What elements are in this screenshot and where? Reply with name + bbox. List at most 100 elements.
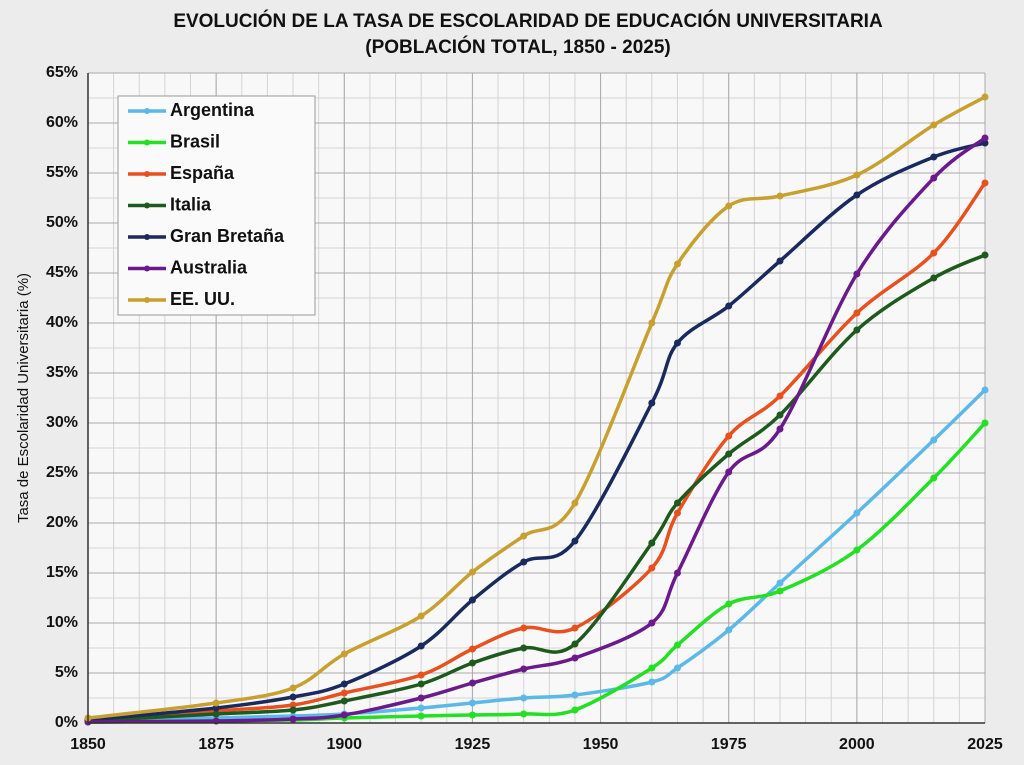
point — [930, 436, 938, 444]
point — [673, 499, 681, 507]
x-tick-label: 1875 — [198, 736, 234, 753]
point — [776, 579, 784, 587]
point — [340, 650, 348, 658]
point — [930, 174, 938, 182]
point — [212, 699, 220, 707]
point — [648, 678, 656, 686]
legend-label: Gran Bretaña — [170, 226, 285, 246]
point — [776, 587, 784, 595]
point — [212, 704, 220, 712]
point — [673, 260, 681, 268]
legend-label: Australia — [170, 257, 248, 277]
x-tick-label: 1950 — [583, 736, 619, 753]
y-tick-label: 25% — [46, 464, 78, 481]
point — [776, 392, 784, 400]
point — [417, 680, 425, 688]
point — [930, 153, 938, 161]
point — [289, 715, 297, 723]
y-tick-label: 0% — [55, 714, 78, 731]
point — [673, 339, 681, 347]
point — [853, 309, 861, 317]
legend-marker — [144, 297, 150, 303]
y-tick-label: 35% — [46, 364, 78, 381]
point — [981, 179, 989, 187]
y-tick-label: 50% — [46, 214, 78, 231]
point — [468, 596, 476, 604]
point — [673, 641, 681, 649]
x-tick-label: 1900 — [326, 736, 362, 753]
point — [571, 691, 579, 699]
point — [648, 564, 656, 572]
point — [673, 509, 681, 517]
legend-marker — [144, 265, 150, 272]
point — [571, 640, 579, 648]
point — [776, 192, 784, 200]
point — [776, 411, 784, 419]
y-tick-label: 20% — [46, 514, 78, 531]
point — [930, 274, 938, 282]
point — [930, 121, 938, 129]
point — [776, 425, 784, 433]
point — [981, 386, 989, 394]
point — [417, 612, 425, 620]
series-line — [87, 181, 987, 722]
point — [289, 706, 297, 714]
point — [520, 558, 528, 566]
point — [648, 539, 656, 547]
point — [212, 710, 220, 718]
point — [340, 697, 348, 705]
point — [673, 569, 681, 577]
y-axis-label: Tasa de Escolaridad Universitaria (%) — [15, 273, 32, 523]
y-tick-label: 65% — [46, 64, 78, 81]
point — [417, 694, 425, 702]
point — [417, 671, 425, 679]
y-tick-label: 5% — [55, 664, 78, 681]
point — [853, 270, 861, 278]
point — [648, 319, 656, 327]
point — [853, 326, 861, 334]
point — [776, 257, 784, 265]
point — [725, 626, 733, 634]
y-tick-label: 15% — [46, 564, 78, 581]
x-tick-label: 1925 — [455, 736, 491, 753]
point — [853, 171, 861, 179]
chart-subtitle: (POBLACIÓN TOTAL, 1850 - 2025) — [365, 36, 670, 58]
legend-marker — [144, 139, 150, 146]
point — [340, 711, 348, 719]
point — [930, 474, 938, 482]
point — [648, 664, 656, 672]
x-tick-label: 2000 — [839, 736, 875, 753]
point — [571, 654, 579, 662]
point — [417, 712, 425, 720]
point — [468, 679, 476, 687]
point — [520, 532, 528, 540]
point — [725, 600, 733, 608]
point — [930, 249, 938, 257]
legend-marker — [144, 234, 150, 240]
point — [981, 251, 989, 259]
point — [571, 624, 579, 632]
point — [725, 302, 733, 310]
y-tick-label: 10% — [46, 614, 78, 631]
point — [981, 419, 989, 427]
point — [468, 699, 476, 707]
point — [648, 399, 656, 407]
point — [853, 509, 861, 517]
legend-label: Argentina — [170, 100, 255, 120]
point — [468, 659, 476, 667]
point — [853, 191, 861, 199]
point — [571, 537, 579, 545]
series-line — [87, 141, 986, 722]
point — [673, 664, 681, 672]
point — [853, 546, 861, 554]
point — [520, 665, 528, 673]
point — [289, 693, 297, 701]
point — [725, 468, 733, 476]
point — [289, 684, 297, 692]
point — [289, 701, 297, 709]
y-tick-label: 40% — [46, 314, 78, 331]
legend-label: Italia — [170, 194, 212, 214]
point — [981, 134, 989, 142]
y-tick-label: 45% — [46, 264, 78, 281]
